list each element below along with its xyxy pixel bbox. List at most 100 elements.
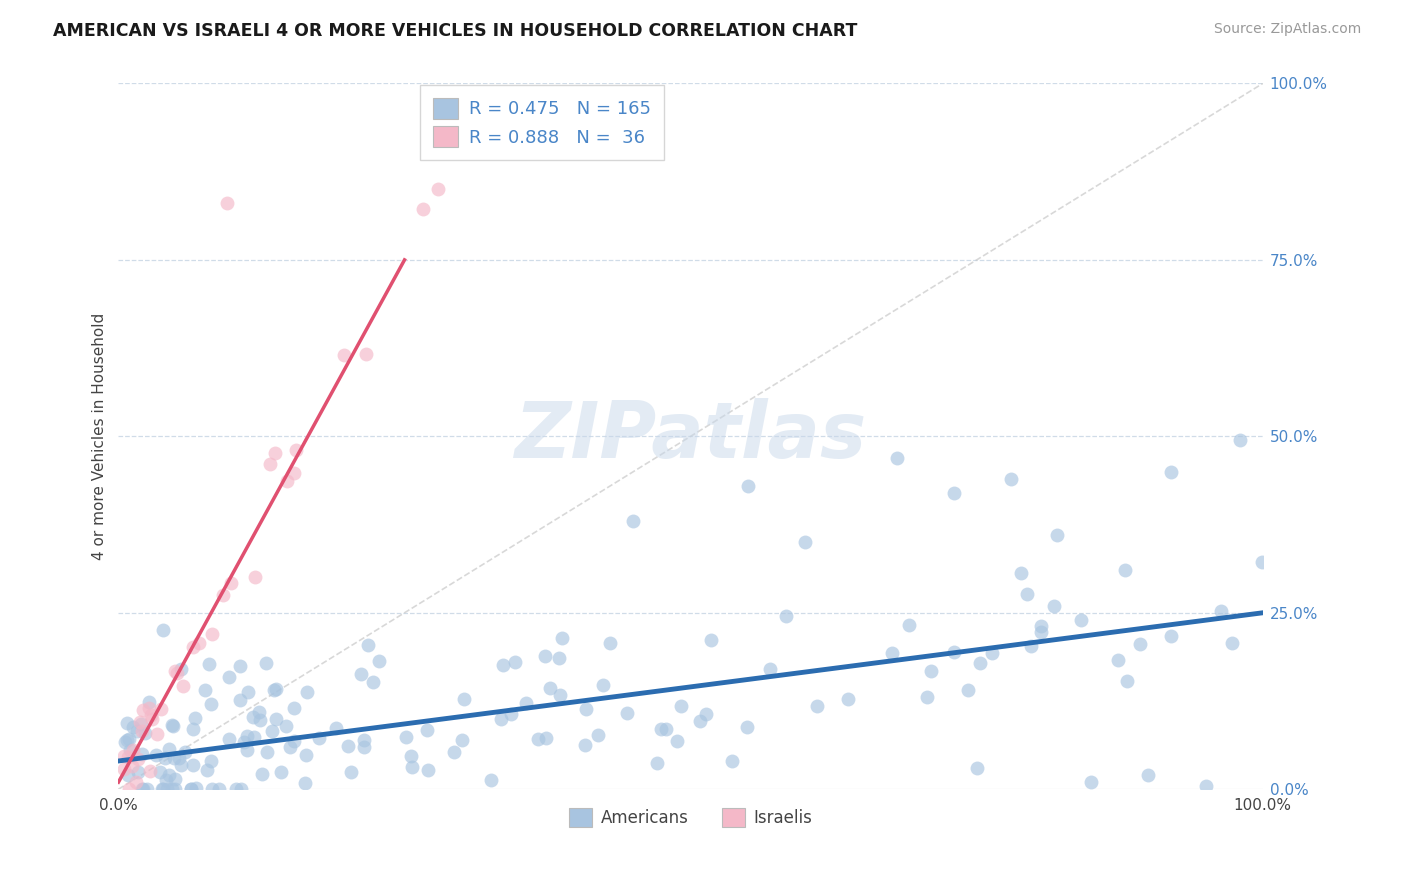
Point bbox=[416, 763, 439, 777]
Point bbox=[837, 691, 859, 706]
Point bbox=[283, 701, 305, 715]
Point bbox=[186, 780, 208, 795]
Point bbox=[249, 713, 271, 727]
Point bbox=[806, 699, 828, 714]
Text: Source: ZipAtlas.com: Source: ZipAtlas.com bbox=[1213, 22, 1361, 37]
Point bbox=[882, 646, 904, 660]
Point bbox=[264, 681, 287, 696]
Point bbox=[333, 348, 356, 362]
Point bbox=[499, 706, 522, 721]
Point bbox=[218, 670, 240, 684]
Point bbox=[181, 723, 204, 737]
Point bbox=[574, 739, 596, 753]
Point bbox=[264, 712, 287, 726]
Point bbox=[181, 640, 204, 654]
Point bbox=[415, 723, 437, 738]
Point bbox=[527, 731, 550, 746]
Point bbox=[283, 733, 305, 747]
Point bbox=[1160, 465, 1182, 479]
Point bbox=[208, 782, 231, 797]
Point bbox=[1046, 528, 1069, 542]
Point bbox=[357, 639, 380, 653]
Point bbox=[295, 685, 318, 699]
Point bbox=[242, 709, 264, 723]
Point bbox=[294, 776, 316, 790]
Point bbox=[957, 682, 980, 697]
Point bbox=[1015, 587, 1038, 601]
Point bbox=[157, 741, 180, 756]
Point bbox=[412, 202, 434, 216]
Point bbox=[118, 743, 141, 757]
Point bbox=[127, 751, 149, 765]
Point bbox=[361, 674, 384, 689]
Point bbox=[163, 751, 186, 765]
Point bbox=[1031, 625, 1053, 640]
Point bbox=[115, 732, 138, 747]
Point bbox=[117, 782, 139, 797]
Point bbox=[183, 710, 205, 724]
Point bbox=[1116, 674, 1139, 689]
Point bbox=[150, 782, 173, 797]
Point bbox=[117, 750, 139, 764]
Point bbox=[122, 743, 145, 757]
Point bbox=[201, 782, 224, 797]
Point bbox=[146, 727, 169, 741]
Point bbox=[655, 722, 678, 736]
Point bbox=[353, 732, 375, 747]
Point bbox=[228, 658, 250, 673]
Point bbox=[256, 745, 278, 759]
Point bbox=[295, 748, 318, 763]
Point bbox=[172, 679, 194, 693]
Point bbox=[534, 648, 557, 663]
Point bbox=[368, 654, 391, 668]
Point bbox=[254, 656, 277, 670]
Point bbox=[336, 739, 359, 753]
Point bbox=[242, 731, 264, 745]
Point bbox=[534, 731, 557, 746]
Point bbox=[195, 763, 218, 777]
Point bbox=[599, 636, 621, 650]
Point bbox=[152, 781, 174, 796]
Point bbox=[503, 656, 526, 670]
Point bbox=[211, 588, 233, 602]
Point bbox=[1160, 629, 1182, 643]
Point bbox=[118, 732, 141, 747]
Point bbox=[180, 782, 202, 797]
Point bbox=[443, 745, 465, 759]
Point bbox=[150, 702, 173, 716]
Point bbox=[264, 446, 287, 460]
Point bbox=[325, 721, 347, 735]
Point bbox=[1107, 653, 1129, 667]
Point bbox=[283, 466, 305, 480]
Point bbox=[666, 734, 689, 748]
Point bbox=[547, 651, 569, 665]
Point bbox=[114, 735, 136, 749]
Point bbox=[245, 570, 267, 584]
Point bbox=[201, 626, 224, 640]
Point bbox=[149, 765, 172, 780]
Point bbox=[616, 706, 638, 720]
Point bbox=[1222, 636, 1244, 650]
Point bbox=[350, 667, 373, 681]
Point bbox=[695, 706, 717, 721]
Point bbox=[966, 761, 988, 775]
Point bbox=[125, 724, 148, 739]
Point bbox=[1114, 563, 1136, 577]
Point bbox=[170, 757, 193, 772]
Point bbox=[548, 688, 571, 702]
Point bbox=[236, 685, 259, 699]
Point bbox=[588, 728, 610, 742]
Point bbox=[121, 758, 143, 772]
Point bbox=[127, 764, 149, 779]
Point bbox=[218, 732, 240, 747]
Point bbox=[1211, 604, 1233, 618]
Point bbox=[236, 743, 259, 757]
Point bbox=[225, 782, 247, 797]
Point bbox=[259, 457, 281, 471]
Text: ZIPatlas: ZIPatlas bbox=[515, 399, 866, 475]
Point bbox=[112, 749, 135, 764]
Point bbox=[492, 657, 515, 672]
Point bbox=[136, 782, 159, 797]
Y-axis label: 4 or more Vehicles in Household: 4 or more Vehicles in Household bbox=[93, 313, 107, 560]
Point bbox=[1251, 556, 1274, 570]
